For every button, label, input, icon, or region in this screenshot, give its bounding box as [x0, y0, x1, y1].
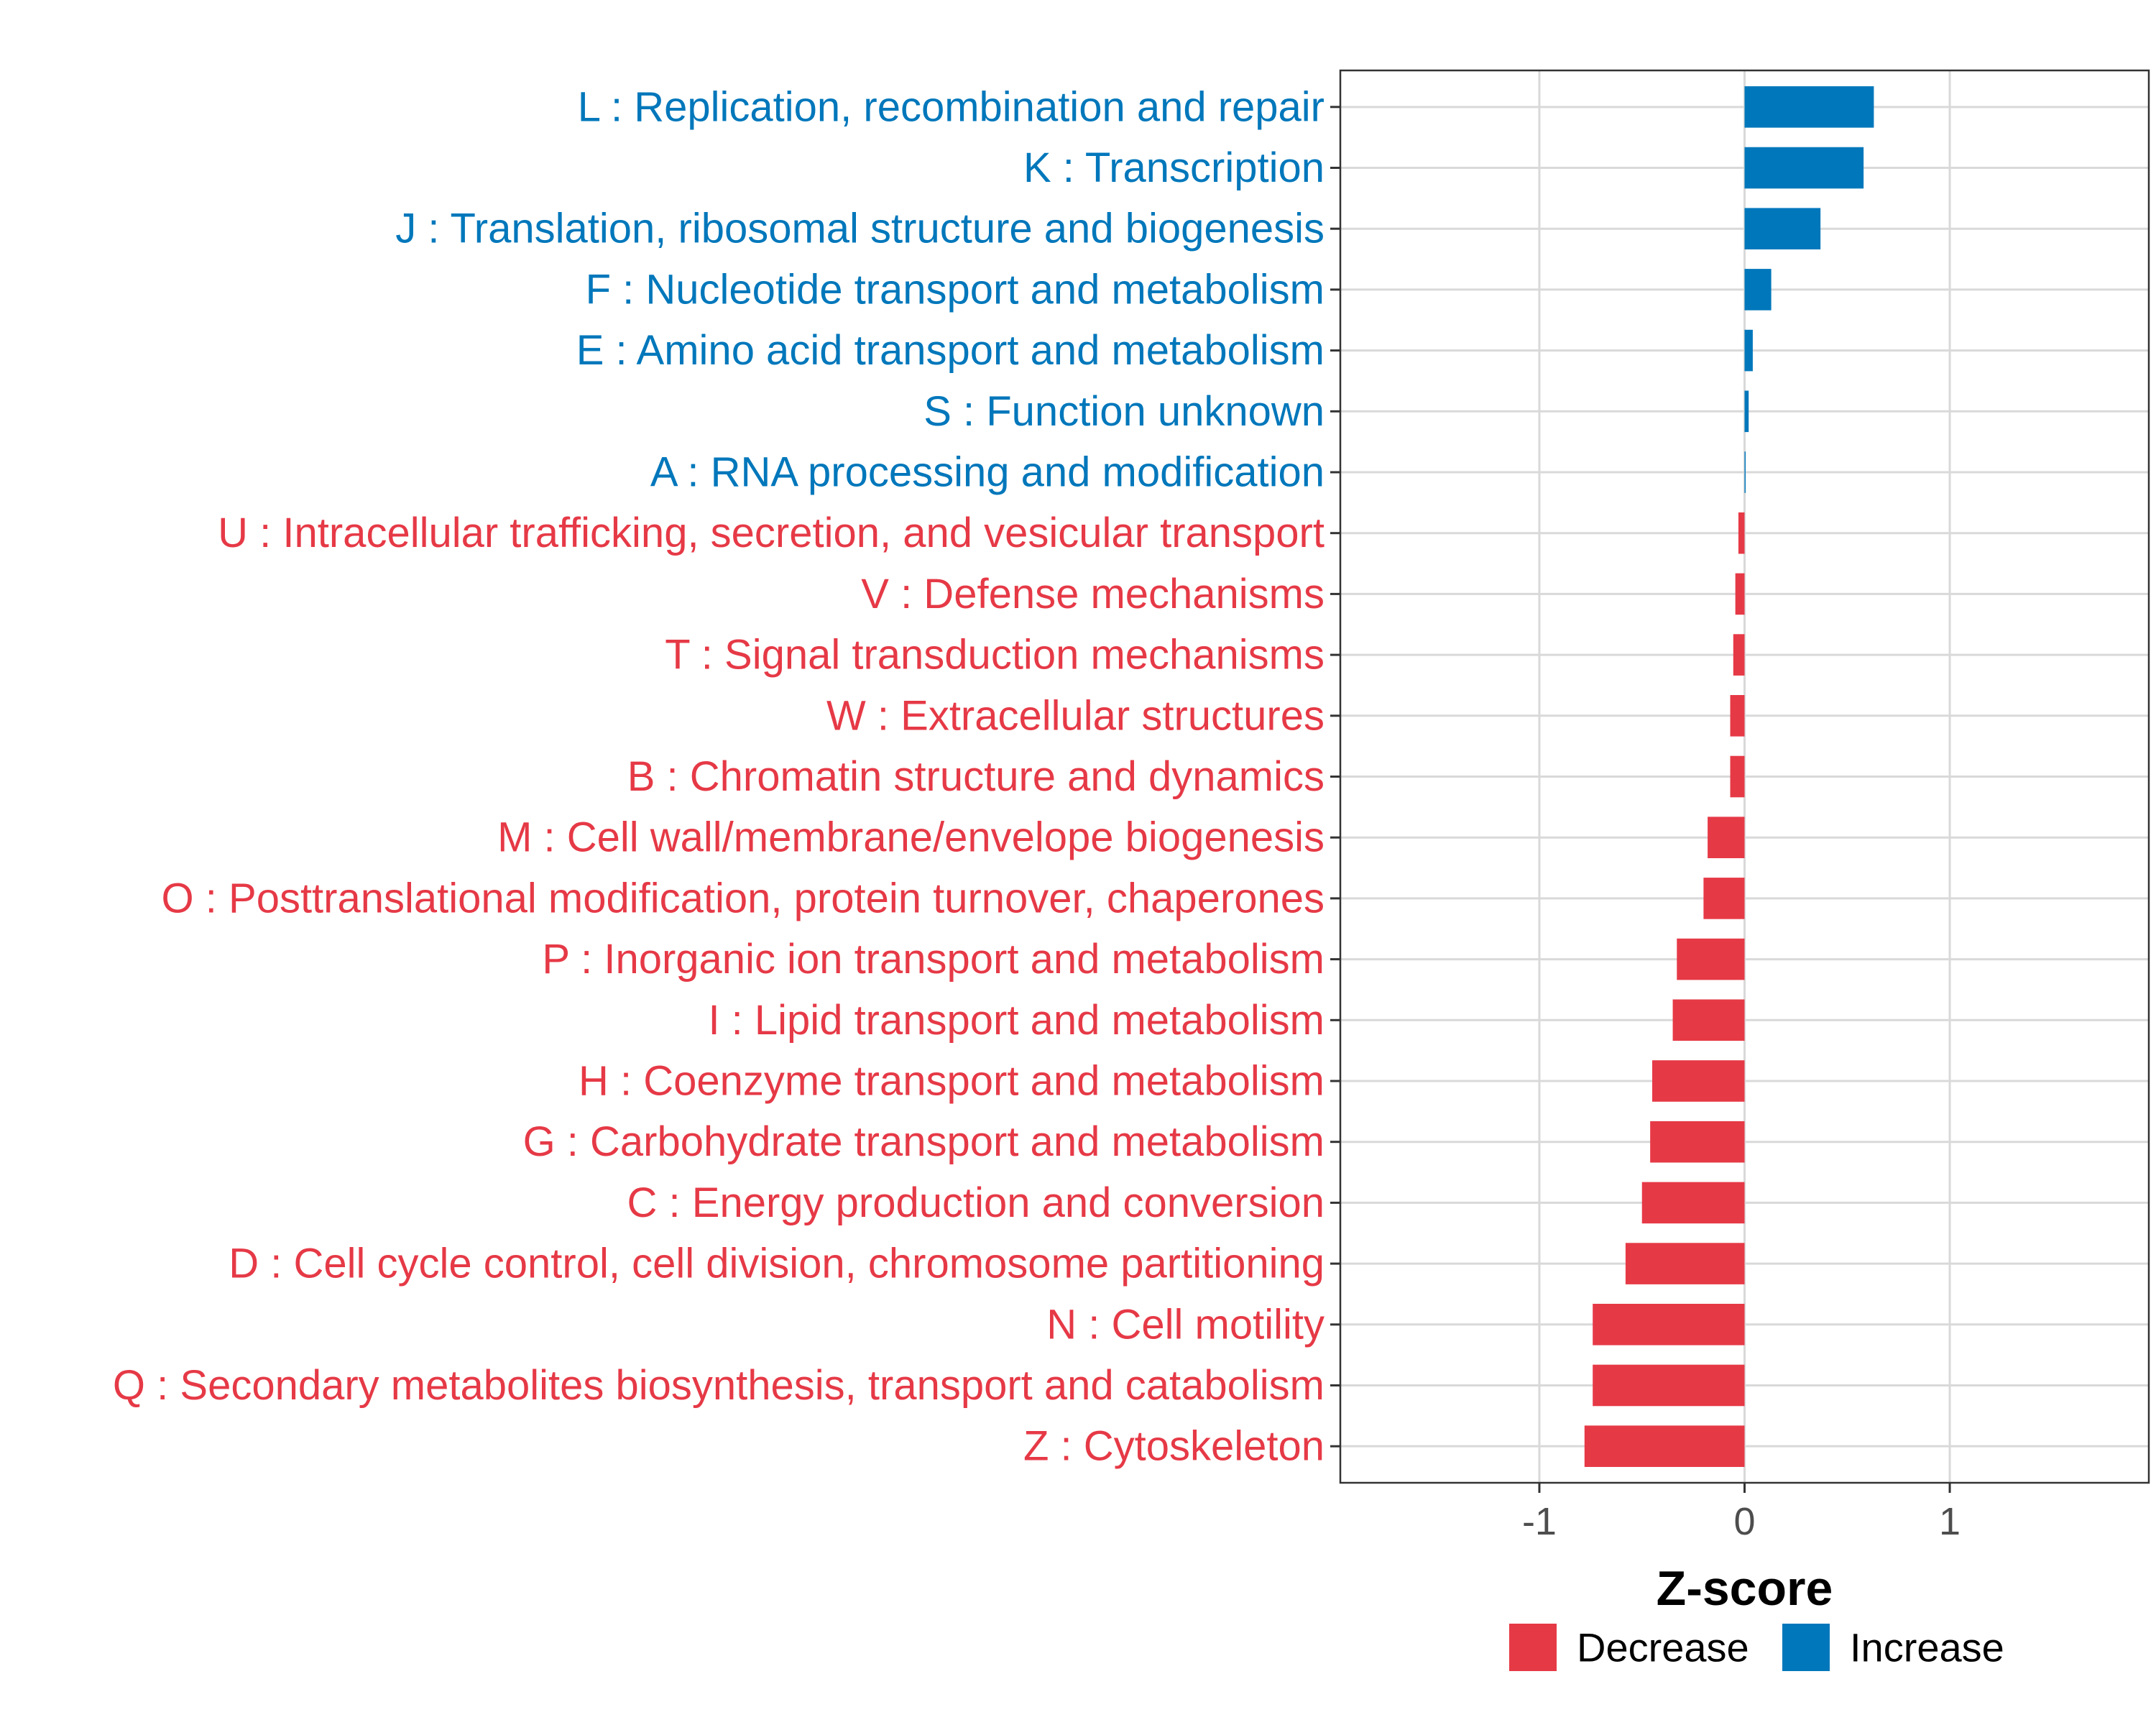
category-label: W : Extracellular structures — [826, 692, 1325, 739]
bar — [1744, 147, 1864, 189]
bar — [1744, 451, 1746, 493]
category-label: O : Posttranslational modification, prot… — [162, 875, 1325, 921]
category-label: G : Carbohydrate transport and metabolis… — [523, 1118, 1325, 1165]
legend-label-increase: Increase — [1850, 1625, 2004, 1670]
bar — [1744, 86, 1874, 128]
category-label: K : Transcription — [1023, 144, 1325, 191]
category-label: M : Cell wall/membrane/envelope biogenes… — [497, 814, 1325, 861]
category-label: D : Cell cycle control, cell division, c… — [229, 1241, 1325, 1287]
category-label: U : Intracellular trafficking, secretion… — [218, 510, 1325, 556]
bar — [1641, 1182, 1745, 1224]
category-label: H : Coenzyme transport and metabolism — [579, 1057, 1325, 1104]
bar — [1744, 329, 1753, 372]
category-label: V : Defense mechanisms — [861, 571, 1325, 617]
bar — [1708, 816, 1745, 858]
bar — [1744, 269, 1772, 310]
category-label: E : Amino acid transport and metabolism — [576, 327, 1325, 374]
x-tick-label: -1 — [1522, 1500, 1557, 1543]
bar — [1672, 999, 1745, 1041]
category-label: C : Energy production and conversion — [627, 1179, 1325, 1226]
bar — [1730, 695, 1745, 737]
bar — [1744, 390, 1749, 433]
bar — [1677, 938, 1745, 980]
category-label: I : Lipid transport and metabolism — [708, 997, 1325, 1044]
x-tick-label: 1 — [1939, 1500, 1961, 1543]
bar — [1593, 1303, 1745, 1346]
category-label: B : Chromatin structure and dynamics — [627, 753, 1325, 800]
category-labels: L : Replication, recombination and repai… — [113, 83, 1325, 1469]
bar — [1593, 1364, 1745, 1407]
category-label: L : Replication, recombination and repai… — [578, 83, 1325, 130]
legend-key-increase — [1782, 1624, 1830, 1671]
bar — [1650, 1121, 1745, 1163]
bar — [1703, 878, 1745, 919]
bar — [1730, 755, 1745, 798]
bars — [1584, 86, 1874, 1467]
category-label: J : Translation, ribosomal structure and… — [395, 206, 1325, 252]
bar — [1733, 634, 1745, 676]
category-label: A : RNA processing and modification — [650, 449, 1325, 496]
category-label: N : Cell motility — [1046, 1301, 1325, 1348]
category-label: Z : Cytoskeleton — [1023, 1423, 1325, 1470]
x-axis-title: Z-score — [1657, 1561, 1833, 1616]
legend-key-decrease — [1509, 1624, 1557, 1671]
category-label: Q : Secondary metabolites biosynthesis, … — [113, 1362, 1325, 1409]
category-label: T : Signal transduction mechanisms — [665, 632, 1325, 678]
legend-label-decrease: Decrease — [1577, 1625, 1749, 1670]
category-label: S : Function unknown — [923, 388, 1325, 435]
bar — [1625, 1243, 1745, 1284]
bar — [1744, 208, 1821, 250]
legend: Decrease Increase — [1509, 1624, 2004, 1671]
bar — [1738, 512, 1745, 554]
bar — [1735, 573, 1745, 615]
x-tick-label: 0 — [1733, 1500, 1755, 1543]
bar — [1584, 1425, 1745, 1467]
axis-ticks: -1 0 1 — [1330, 106, 1961, 1543]
category-label: F : Nucleotide transport and metabolism — [586, 266, 1325, 313]
bar — [1652, 1060, 1745, 1102]
category-label: P : Inorganic ion transport and metaboli… — [542, 936, 1325, 983]
